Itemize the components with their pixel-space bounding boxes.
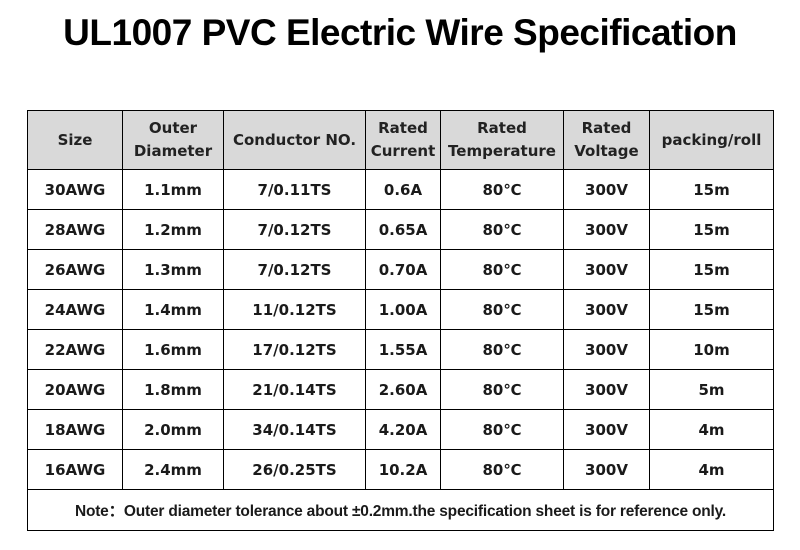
cell-rated-temperature: 80℃ (440, 209, 564, 250)
cell-packing-roll: 15m (649, 289, 774, 330)
page-title: UL1007 PVC Electric Wire Specification (63, 12, 737, 53)
cell-rated-voltage: 300V (563, 169, 650, 210)
header-size: Size (27, 110, 123, 170)
cell-size: 26AWG (27, 249, 123, 290)
cell-rated-voltage: 300V (563, 409, 650, 450)
header-row: Size Outer Diameter Conductor NO. Rated Cu… (27, 110, 774, 170)
cell-conductor-no: 11/0.12TS (223, 289, 366, 330)
table-row: 22AWG 1.6mm 17/0.12TS 1.55A 80℃ 300V 10m (27, 329, 774, 370)
cell-rated-current: 2.60A (365, 369, 441, 410)
cell-rated-voltage: 300V (563, 369, 650, 410)
cell-size: 16AWG (27, 449, 123, 490)
cell-packing-roll: 15m (649, 249, 774, 290)
header-packing-roll: packing/roll (649, 110, 774, 170)
cell-rated-temperature: 80℃ (440, 249, 564, 290)
cell-rated-current: 0.65A (365, 209, 441, 250)
table-row: 28AWG 1.2mm 7/0.12TS 0.65A 80℃ 300V 15m (27, 209, 774, 250)
table-row: 30AWG 1.1mm 7/0.11TS 0.6A 80℃ 300V 15m (27, 169, 774, 210)
cell-rated-voltage: 300V (563, 289, 650, 330)
cell-size: 30AWG (27, 169, 123, 210)
cell-size: 18AWG (27, 409, 123, 450)
spec-table: Size Outer Diameter Conductor NO. Rated Cu… (27, 110, 774, 531)
table-row: 24AWG 1.4mm 11/0.12TS 1.00A 80℃ 300V 15m (27, 289, 774, 330)
cell-conductor-no: 34/0.14TS (223, 409, 366, 450)
cell-rated-temperature: 80℃ (440, 329, 564, 370)
cell-conductor-no: 21/0.14TS (223, 369, 366, 410)
cell-outer-diameter: 1.3mm (122, 249, 224, 290)
cell-rated-temperature: 80℃ (440, 449, 564, 490)
header-rated-current: Rated Current (365, 110, 441, 170)
table-row: 20AWG 1.8mm 21/0.14TS 2.60A 80℃ 300V 5m (27, 369, 774, 410)
cell-conductor-no: 7/0.12TS (223, 209, 366, 250)
header-conductor-no: Conductor NO. (223, 110, 366, 170)
cell-rated-voltage: 300V (563, 209, 650, 250)
cell-conductor-no: 7/0.12TS (223, 249, 366, 290)
cell-packing-roll: 15m (649, 169, 774, 210)
cell-size: 20AWG (27, 369, 123, 410)
table-row: 26AWG 1.3mm 7/0.12TS 0.70A 80℃ 300V 15m (27, 249, 774, 290)
cell-packing-roll: 15m (649, 209, 774, 250)
cell-conductor-no: 26/0.25TS (223, 449, 366, 490)
cell-outer-diameter: 1.1mm (122, 169, 224, 210)
cell-rated-temperature: 80℃ (440, 289, 564, 330)
cell-packing-roll: 10m (649, 329, 774, 370)
cell-size: 28AWG (27, 209, 123, 250)
header-outer-diameter: Outer Diameter (122, 110, 224, 170)
cell-rated-current: 0.6A (365, 169, 441, 210)
cell-rated-temperature: 80℃ (440, 369, 564, 410)
cell-rated-current: 0.70A (365, 249, 441, 290)
cell-outer-diameter: 1.8mm (122, 369, 224, 410)
cell-rated-voltage: 300V (563, 329, 650, 370)
cell-rated-current: 10.2A (365, 449, 441, 490)
cell-outer-diameter: 2.0mm (122, 409, 224, 450)
cell-outer-diameter: 1.2mm (122, 209, 224, 250)
header-rated-voltage: Rated Voltage (563, 110, 650, 170)
cell-size: 22AWG (27, 329, 123, 370)
header-rated-temperature: Rated Temperature (440, 110, 564, 170)
cell-rated-temperature: 80℃ (440, 169, 564, 210)
cell-conductor-no: 7/0.11TS (223, 169, 366, 210)
cell-outer-diameter: 1.6mm (122, 329, 224, 370)
cell-outer-diameter: 1.4mm (122, 289, 224, 330)
cell-size: 24AWG (27, 289, 123, 330)
cell-rated-current: 4.20A (365, 409, 441, 450)
cell-packing-roll: 4m (649, 409, 774, 450)
cell-rated-current: 1.00A (365, 289, 441, 330)
cell-rated-voltage: 300V (563, 249, 650, 290)
cell-conductor-no: 17/0.12TS (223, 329, 366, 370)
table-row: 18AWG 2.0mm 34/0.14TS 4.20A 80℃ 300V 4m (27, 409, 774, 450)
note-text: Note：Outer diameter tolerance about ±0.2… (27, 489, 774, 531)
cell-rated-voltage: 300V (563, 449, 650, 490)
cell-packing-roll: 5m (649, 369, 774, 410)
cell-rated-current: 1.55A (365, 329, 441, 370)
cell-packing-roll: 4m (649, 449, 774, 490)
cell-outer-diameter: 2.4mm (122, 449, 224, 490)
table-row: 16AWG 2.4mm 26/0.25TS 10.2A 80℃ 300V 4m (27, 449, 774, 490)
cell-rated-temperature: 80℃ (440, 409, 564, 450)
note-row: Note：Outer diameter tolerance about ±0.2… (27, 489, 774, 531)
